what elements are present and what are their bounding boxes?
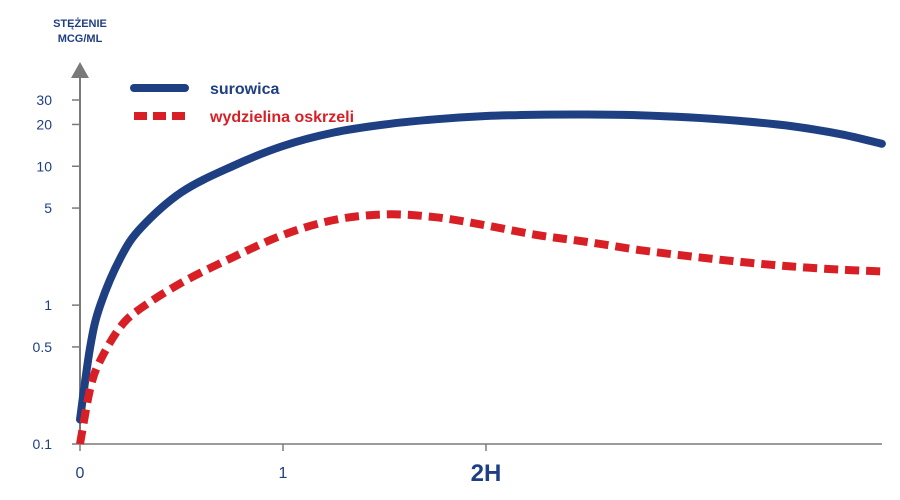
series-line-wydzielina-oskrzeli [80,214,882,444]
y-tick-label: 5 [44,200,52,216]
y-tick-label: 0.1 [33,436,53,452]
y-tick-label: 0.5 [33,339,53,355]
y-axis-title-line-1: STĘŻENIE [53,17,107,30]
x-tick-label: 0 [76,465,85,482]
x-tick-label: 1 [279,465,288,482]
x-tick-label: 2H [471,460,502,487]
legend-label-wydzielina-oskrzeli: wydzielina oskrzeli [209,109,354,126]
y-axis-title-line-2: MCG/ML [58,33,103,45]
y-tick-label: 10 [36,158,52,174]
y-tick-label: 1 [44,297,52,313]
y-tick-label: 30 [36,92,52,108]
y-ticks: 0.1 0.5 1 5 10 20 30 [33,92,80,452]
series-group [80,114,882,444]
y-axis-arrow-icon [71,62,89,78]
x-ticks: 0 1 2H [76,444,502,487]
legend: surowica wydzielina oskrzeli [134,81,354,126]
legend-label-surowica: surowica [210,81,279,98]
y-tick-label: 20 [36,116,52,132]
